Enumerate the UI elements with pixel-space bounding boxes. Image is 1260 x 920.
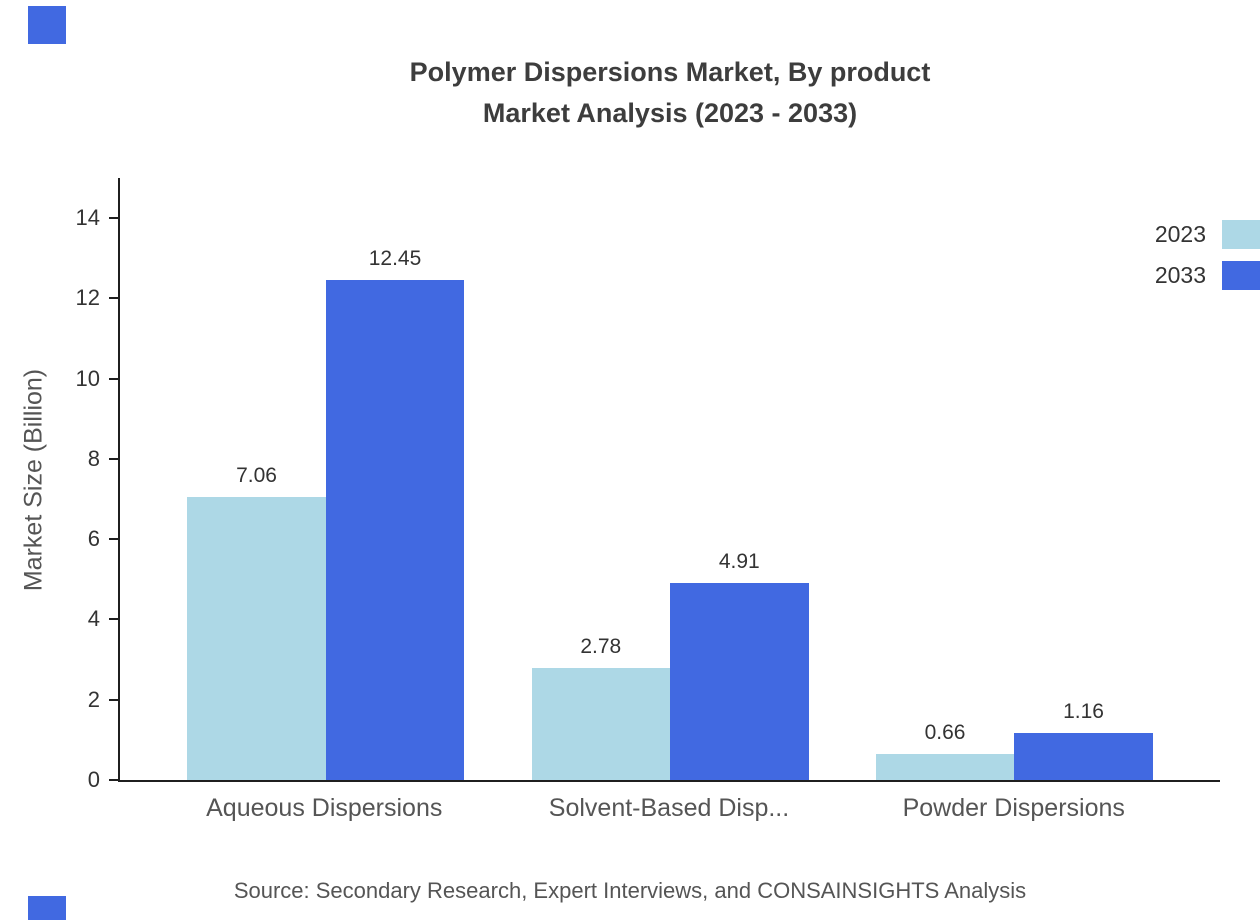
bar-value-label: 1.16: [1063, 700, 1104, 724]
y-tick-label: 0: [87, 767, 100, 792]
bar-value-label: 7.06: [236, 463, 277, 487]
category-label-aqueous-dispersions: Aqueous Dispersions: [206, 794, 443, 822]
bar-value-label: 0.66: [924, 720, 966, 744]
bar-groups: 7.06 12.45 2.78 4.91 0.66 1.16: [120, 178, 1220, 780]
bar-value-label: 12.45: [368, 247, 422, 271]
chart-title-line-1: Polymer Dispersions Market, By product: [409, 57, 931, 87]
y-tick-label: 8: [87, 445, 100, 471]
legend-swatch-2023: [1222, 220, 1260, 249]
category-label-powder-dispersions: Powder Dispersions: [902, 794, 1125, 822]
bar-2023-solvent-based-disp: 2.78: [531, 635, 670, 780]
plot-area: 0 2 4 6 8 10 12 14 7.06 12.45 2.78 4.91 0.66 1.16: [76, 178, 1220, 792]
y-tick-mark: [109, 538, 118, 541]
y-tick-mark: [109, 618, 118, 621]
legend-label-2033: 2033: [1154, 262, 1206, 288]
chart-title-line-2: Market Analysis (2023 - 2033): [482, 98, 858, 128]
y-tick-label: 2: [87, 686, 100, 712]
legend-item-2023: 2023: [1155, 220, 1260, 249]
bar-group-powder-dispersions: 0.66 1.16: [875, 178, 1153, 780]
y-tick-label: 12: [75, 285, 100, 311]
decorative-square-top-left: [28, 6, 66, 44]
category-label-solvent-based-disp: Solvent-Based Disp...: [548, 794, 790, 822]
y-axis-label: Market Size (Billion): [19, 368, 48, 592]
bar-group-aqueous-dispersions: 7.06 12.45: [187, 178, 465, 780]
x-axis-category-labels: Aqueous Dispersions Solvent-Based Disp...…: [118, 794, 1220, 823]
legend-label-2023: 2023: [1154, 221, 1206, 247]
y-tick-mark: [109, 457, 118, 460]
y-tick-mark: [109, 779, 118, 781]
y-tick-mark: [109, 217, 118, 220]
bar-2033-powder-dispersions: 1.16: [1014, 700, 1153, 780]
bar-2023-powder-dispersions: 0.66: [875, 721, 1015, 780]
bar-value-label: 4.91: [718, 549, 760, 573]
bar-group-solvent-based-disp: 2.78 4.91: [531, 178, 809, 780]
y-tick-label: 14: [75, 205, 100, 231]
bar-value-label: 2.78: [580, 635, 622, 659]
y-tick-mark: [109, 297, 118, 300]
source-text: Source: Secondary Research, Expert Inter…: [233, 878, 1027, 903]
y-tick-mark: [109, 698, 118, 701]
legend-item-2033: 2033: [1155, 261, 1260, 290]
bar-2033-solvent-based-disp: 4.91: [670, 550, 809, 780]
y-tick-label: 10: [75, 365, 100, 391]
bar-2023-aqueous-dispersions: 7.06: [187, 464, 326, 780]
decorative-square-bottom-left: [28, 896, 66, 920]
y-tick-label: 4: [87, 606, 100, 632]
legend-swatch-2033: [1222, 261, 1260, 290]
legend: 2023 2033: [1155, 220, 1260, 290]
bar-2033-aqueous-dispersions: 12.45: [325, 247, 465, 780]
chart-title: Polymer Dispersions Market, By product M…: [80, 52, 1260, 134]
y-tick-label: 6: [87, 526, 100, 552]
y-tick-mark: [109, 377, 118, 380]
